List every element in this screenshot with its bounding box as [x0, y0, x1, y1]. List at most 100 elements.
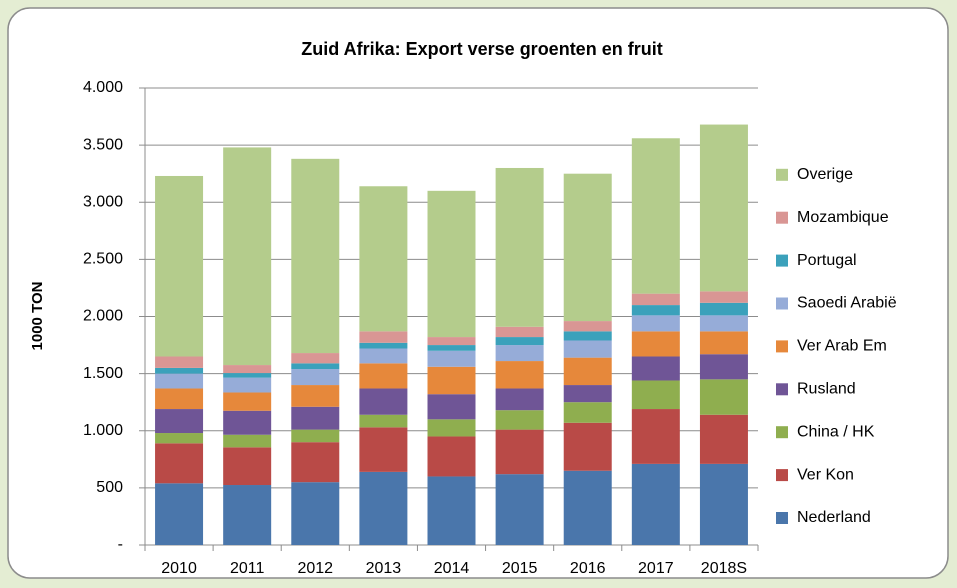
bar-segment	[699, 354, 748, 380]
bar-segment	[359, 427, 408, 472]
legend-swatch	[776, 340, 788, 353]
bar-segment	[631, 331, 680, 357]
bar-segment	[291, 353, 340, 364]
x-tick-label: 2015	[502, 560, 538, 577]
y-tick-label: 2.500	[83, 251, 123, 268]
x-tick-label: 2013	[366, 560, 402, 577]
bar-segment	[699, 331, 748, 355]
legend-label: Ver Arab Em	[797, 338, 887, 355]
y-tick-label: 4.000	[83, 79, 123, 96]
bar-segment	[631, 315, 680, 332]
bar-segment	[155, 483, 204, 545]
y-tick-label: 1.000	[83, 422, 123, 439]
bar-segment	[359, 363, 408, 389]
y-tick-label: 500	[96, 479, 123, 496]
bar-segment	[699, 463, 748, 545]
bar-segment	[223, 365, 272, 374]
legend-swatch	[776, 297, 788, 310]
bar-segment	[223, 147, 272, 366]
legend-swatch	[776, 512, 788, 524]
x-tick-label: 2010	[161, 560, 197, 577]
bar-segment	[699, 291, 748, 303]
bar-segment	[291, 442, 340, 483]
bar-segment	[563, 331, 612, 341]
bar-segment	[699, 414, 748, 464]
bar-segment	[223, 410, 272, 435]
bar-segment	[155, 175, 204, 357]
legend-swatch	[776, 254, 788, 267]
bar-segment	[631, 409, 680, 464]
bar-segment	[155, 409, 204, 434]
bar-segment	[291, 369, 340, 386]
x-tick-label: 2014	[434, 560, 470, 577]
x-tick-label: 2016	[570, 560, 606, 577]
chart-panel	[7, 7, 949, 579]
bar-segment	[563, 402, 612, 423]
bar-segment	[427, 394, 476, 420]
bar-segment	[495, 474, 544, 545]
y-tick-label: -	[118, 536, 123, 553]
y-axis-label: 1000 TON	[29, 282, 46, 351]
bar-segment	[495, 326, 544, 338]
legend-label: Ver Kon	[797, 466, 854, 483]
bar-segment	[359, 331, 408, 343]
legend-label: Nederland	[797, 509, 871, 526]
y-tick-label: 1.500	[83, 365, 123, 382]
legend-label: Saoedi Arabië	[797, 295, 897, 312]
bar-segment	[359, 414, 408, 428]
bar-segment	[427, 345, 476, 351]
bar-segment	[223, 447, 272, 486]
bar-segment	[155, 388, 204, 410]
bar-segment	[155, 356, 204, 368]
bar-segment	[495, 167, 544, 327]
legend-label: China / HK	[797, 423, 875, 440]
bar-segment	[223, 485, 272, 545]
bar-segment	[427, 350, 476, 367]
bar-segment	[223, 377, 272, 393]
bar-segment	[155, 367, 204, 374]
bar-segment	[223, 392, 272, 411]
legend-label: Rusland	[797, 381, 856, 398]
bar-segment	[495, 361, 544, 389]
chart-title: Zuid Afrika: Export verse groenten en fr…	[301, 39, 662, 59]
y-tick-label: 3.500	[83, 136, 123, 153]
bar-segment	[563, 321, 612, 332]
bar-segment	[291, 482, 340, 545]
bar-segment	[155, 433, 204, 444]
bar-segment	[631, 463, 680, 545]
bar-segment	[563, 385, 612, 403]
bar-segment	[495, 429, 544, 475]
bar-segment	[291, 385, 340, 407]
bar-segment	[631, 293, 680, 306]
bar-segment	[631, 380, 680, 410]
bar-segment	[291, 363, 340, 370]
bar-segment	[699, 124, 748, 292]
bar-segment	[563, 340, 612, 358]
legend-label: Mozambique	[797, 209, 889, 226]
bar-segment	[631, 138, 680, 294]
bar-segment	[359, 348, 408, 364]
legend-swatch	[776, 383, 788, 396]
legend-label: Portugal	[797, 252, 857, 269]
bar-segment	[631, 356, 680, 381]
bar-segment	[495, 345, 544, 362]
bar-segment	[563, 470, 612, 545]
legend-swatch	[776, 168, 788, 181]
bar-segment	[495, 410, 544, 430]
bar-segment	[427, 419, 476, 437]
x-tick-label: 2018S	[701, 560, 747, 577]
bar-segment	[223, 373, 272, 378]
bar-segment	[495, 337, 544, 346]
bar-segment	[291, 406, 340, 430]
legend-swatch	[776, 211, 788, 224]
bar-segment	[563, 173, 612, 322]
bar-segment	[427, 476, 476, 545]
bar-segment	[359, 471, 408, 545]
bar-segment	[427, 436, 476, 477]
x-tick-label: 2017	[638, 560, 674, 577]
bar-segment	[631, 305, 680, 316]
bar-segment	[563, 422, 612, 471]
legend-swatch	[776, 426, 788, 439]
bar-segment	[359, 186, 408, 332]
